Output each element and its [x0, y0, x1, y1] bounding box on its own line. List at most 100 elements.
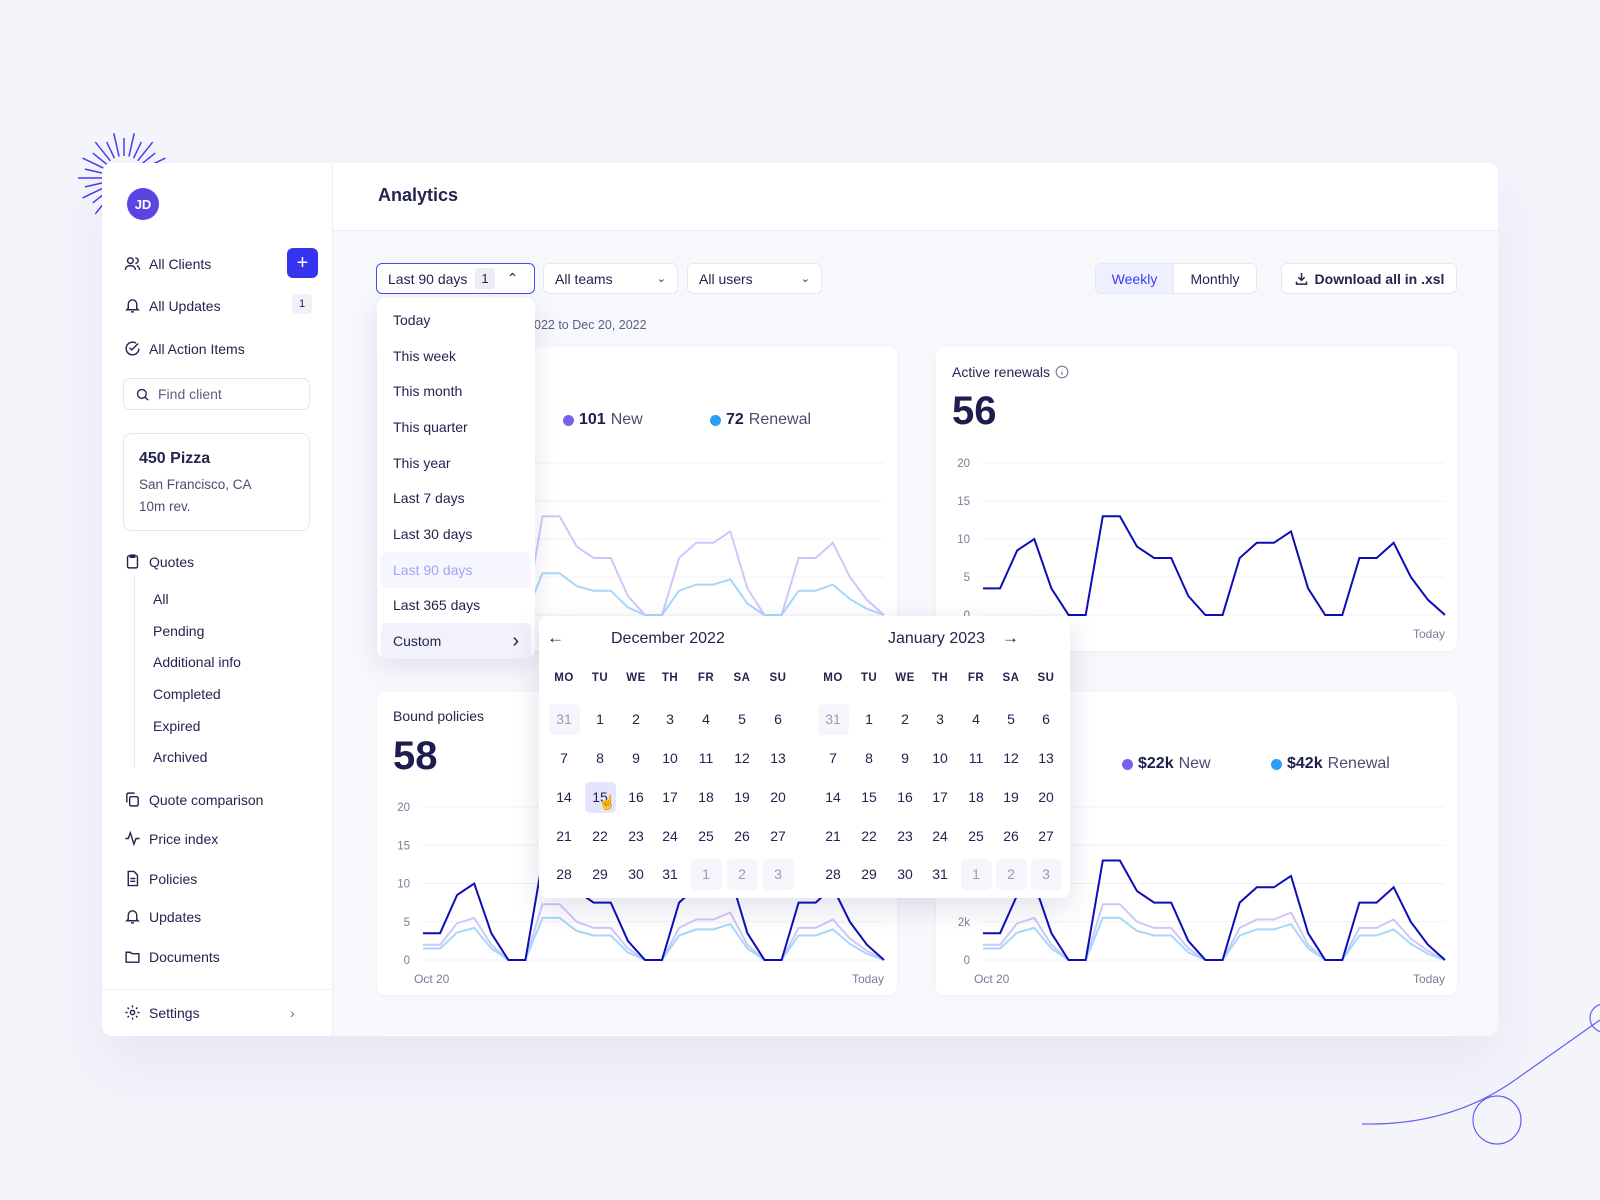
sidebar-item-policies[interactable]: Policies: [124, 870, 197, 887]
calendar-day[interactable]: 25: [968, 828, 984, 844]
calendar-day[interactable]: 1: [596, 711, 604, 727]
calendar-day[interactable]: 30: [628, 866, 644, 882]
date-range-select[interactable]: Last 90 days 1 ⌃: [376, 263, 535, 294]
quotes-subitem-expired[interactable]: Expired: [153, 718, 201, 734]
calendar-day[interactable]: 5: [738, 711, 746, 727]
arrow-left-icon[interactable]: ←: [547, 628, 564, 647]
calendar-day[interactable]: 7: [829, 750, 837, 766]
calendar-day[interactable]: 2: [901, 711, 909, 727]
quotes-subitem-additional-info[interactable]: Additional info: [153, 654, 241, 670]
calendar-day[interactable]: 2: [995, 858, 1027, 890]
quotes-subitem-archived[interactable]: Archived: [153, 749, 208, 765]
calendar-day[interactable]: 1: [960, 858, 992, 890]
calendar-day[interactable]: 8: [596, 750, 604, 766]
calendar-day[interactable]: 13: [770, 750, 786, 766]
calendar-day[interactable]: 26: [734, 828, 750, 844]
calendar-day[interactable]: 23: [628, 828, 644, 844]
calendar-day[interactable]: 21: [556, 828, 572, 844]
weekly-toggle[interactable]: Weekly: [1096, 264, 1174, 293]
calendar-day[interactable]: 9: [901, 750, 909, 766]
calendar-day[interactable]: 3: [1030, 858, 1062, 890]
calendar-day[interactable]: 16: [897, 789, 913, 805]
calendar-day[interactable]: 11: [698, 750, 714, 766]
calendar-day[interactable]: 14: [825, 789, 841, 805]
calendar-day[interactable]: 22: [861, 828, 877, 844]
calendar-day[interactable]: 24: [662, 828, 678, 844]
calendar-day[interactable]: 19: [734, 789, 750, 805]
calendar-day[interactable]: 3: [936, 711, 944, 727]
calendar-day[interactable]: 30: [897, 866, 913, 882]
calendar-day[interactable]: 18: [698, 789, 714, 805]
menu-item-last-90-days[interactable]: Last 90 days: [381, 551, 531, 588]
calendar-day[interactable]: 22: [592, 828, 608, 844]
menu-item-last-365-days[interactable]: Last 365 days: [381, 588, 531, 624]
calendar-day[interactable]: 31: [548, 703, 580, 735]
quotes-subitem-completed[interactable]: Completed: [153, 686, 221, 702]
sidebar-item-updates[interactable]: Updates: [124, 908, 201, 925]
quotes-subitem-all[interactable]: All: [153, 591, 169, 607]
menu-item-last-7-days[interactable]: Last 7 days: [381, 480, 531, 516]
calendar-day[interactable]: 17: [662, 789, 678, 805]
calendar-day[interactable]: 2: [726, 858, 758, 890]
calendar-day[interactable]: 13: [1038, 750, 1054, 766]
menu-item-custom[interactable]: Custom ›: [381, 623, 531, 659]
avatar[interactable]: JD: [127, 188, 159, 220]
calendar-day[interactable]: 23: [897, 828, 913, 844]
calendar-day[interactable]: 10: [932, 750, 948, 766]
calendar-day[interactable]: 12: [1003, 750, 1019, 766]
calendar-day[interactable]: 14: [556, 789, 572, 805]
sidebar-item-quotes[interactable]: Quotes: [124, 553, 194, 570]
menu-item-today[interactable]: Today: [381, 302, 531, 338]
users-select[interactable]: All users ⌄: [687, 263, 822, 294]
info-icon[interactable]: [1055, 365, 1069, 379]
calendar-day[interactable]: 12: [734, 750, 750, 766]
calendar-day[interactable]: 10: [662, 750, 678, 766]
calendar-day[interactable]: 11: [968, 750, 984, 766]
sidebar-item-documents[interactable]: Documents: [124, 948, 220, 965]
menu-item-this-quarter[interactable]: This quarter: [381, 409, 531, 445]
menu-item-last-30-days[interactable]: Last 30 days: [381, 516, 531, 552]
calendar-day[interactable]: 26: [1003, 828, 1019, 844]
sidebar-item-all-updates[interactable]: All Updates: [124, 297, 221, 314]
sidebar-item-all-clients[interactable]: All Clients: [124, 255, 211, 272]
teams-select[interactable]: All teams ⌄: [543, 263, 678, 294]
calendar-day[interactable]: 20: [770, 789, 786, 805]
calendar-day[interactable]: 9: [632, 750, 640, 766]
menu-item-this-month[interactable]: This month: [381, 373, 531, 409]
sidebar-item-quote-comparison[interactable]: Quote comparison: [124, 791, 263, 808]
calendar-day[interactable]: 27: [770, 828, 786, 844]
download-button[interactable]: Download all in .xsl: [1281, 263, 1457, 294]
calendar-day[interactable]: 28: [825, 866, 841, 882]
calendar-day[interactable]: 2: [632, 711, 640, 727]
add-client-button[interactable]: +: [287, 248, 318, 278]
calendar-day[interactable]: 29: [861, 866, 877, 882]
calendar-day[interactable]: 1: [865, 711, 873, 727]
calendar-day[interactable]: 29: [592, 866, 608, 882]
sidebar-item-settings[interactable]: Settings: [124, 1004, 200, 1021]
calendar-day[interactable]: 24: [932, 828, 948, 844]
calendar-day[interactable]: 17: [932, 789, 948, 805]
calendar-day[interactable]: 28: [556, 866, 572, 882]
calendar-day[interactable]: 7: [560, 750, 568, 766]
find-client-input[interactable]: Find client: [123, 378, 310, 410]
calendar-day[interactable]: 8: [865, 750, 873, 766]
calendar-day[interactable]: 20: [1038, 789, 1054, 805]
client-card[interactable]: 450 Pizza San Francisco, CA 10m rev.: [123, 433, 310, 531]
calendar-day[interactable]: 15 ☝: [584, 781, 616, 813]
calendar-day[interactable]: 19: [1003, 789, 1019, 805]
calendar-day[interactable]: 5: [1007, 711, 1015, 727]
calendar-day[interactable]: 3: [666, 711, 674, 727]
calendar-day[interactable]: 6: [1042, 711, 1050, 727]
calendar-day[interactable]: 27: [1038, 828, 1054, 844]
calendar-day[interactable]: 4: [972, 711, 980, 727]
calendar-day[interactable]: 6: [774, 711, 782, 727]
calendar-day[interactable]: 25: [698, 828, 714, 844]
sidebar-item-price-index[interactable]: Price index: [124, 830, 218, 847]
menu-item-this-week[interactable]: This week: [381, 338, 531, 374]
calendar-day[interactable]: 4: [702, 711, 710, 727]
monthly-toggle[interactable]: Monthly: [1190, 270, 1240, 287]
chevron-right-icon[interactable]: ›: [290, 1005, 295, 1021]
calendar-day[interactable]: 21: [825, 828, 841, 844]
calendar-day[interactable]: 1: [690, 858, 722, 890]
sidebar-item-all-action-items[interactable]: All Action Items: [124, 340, 245, 357]
